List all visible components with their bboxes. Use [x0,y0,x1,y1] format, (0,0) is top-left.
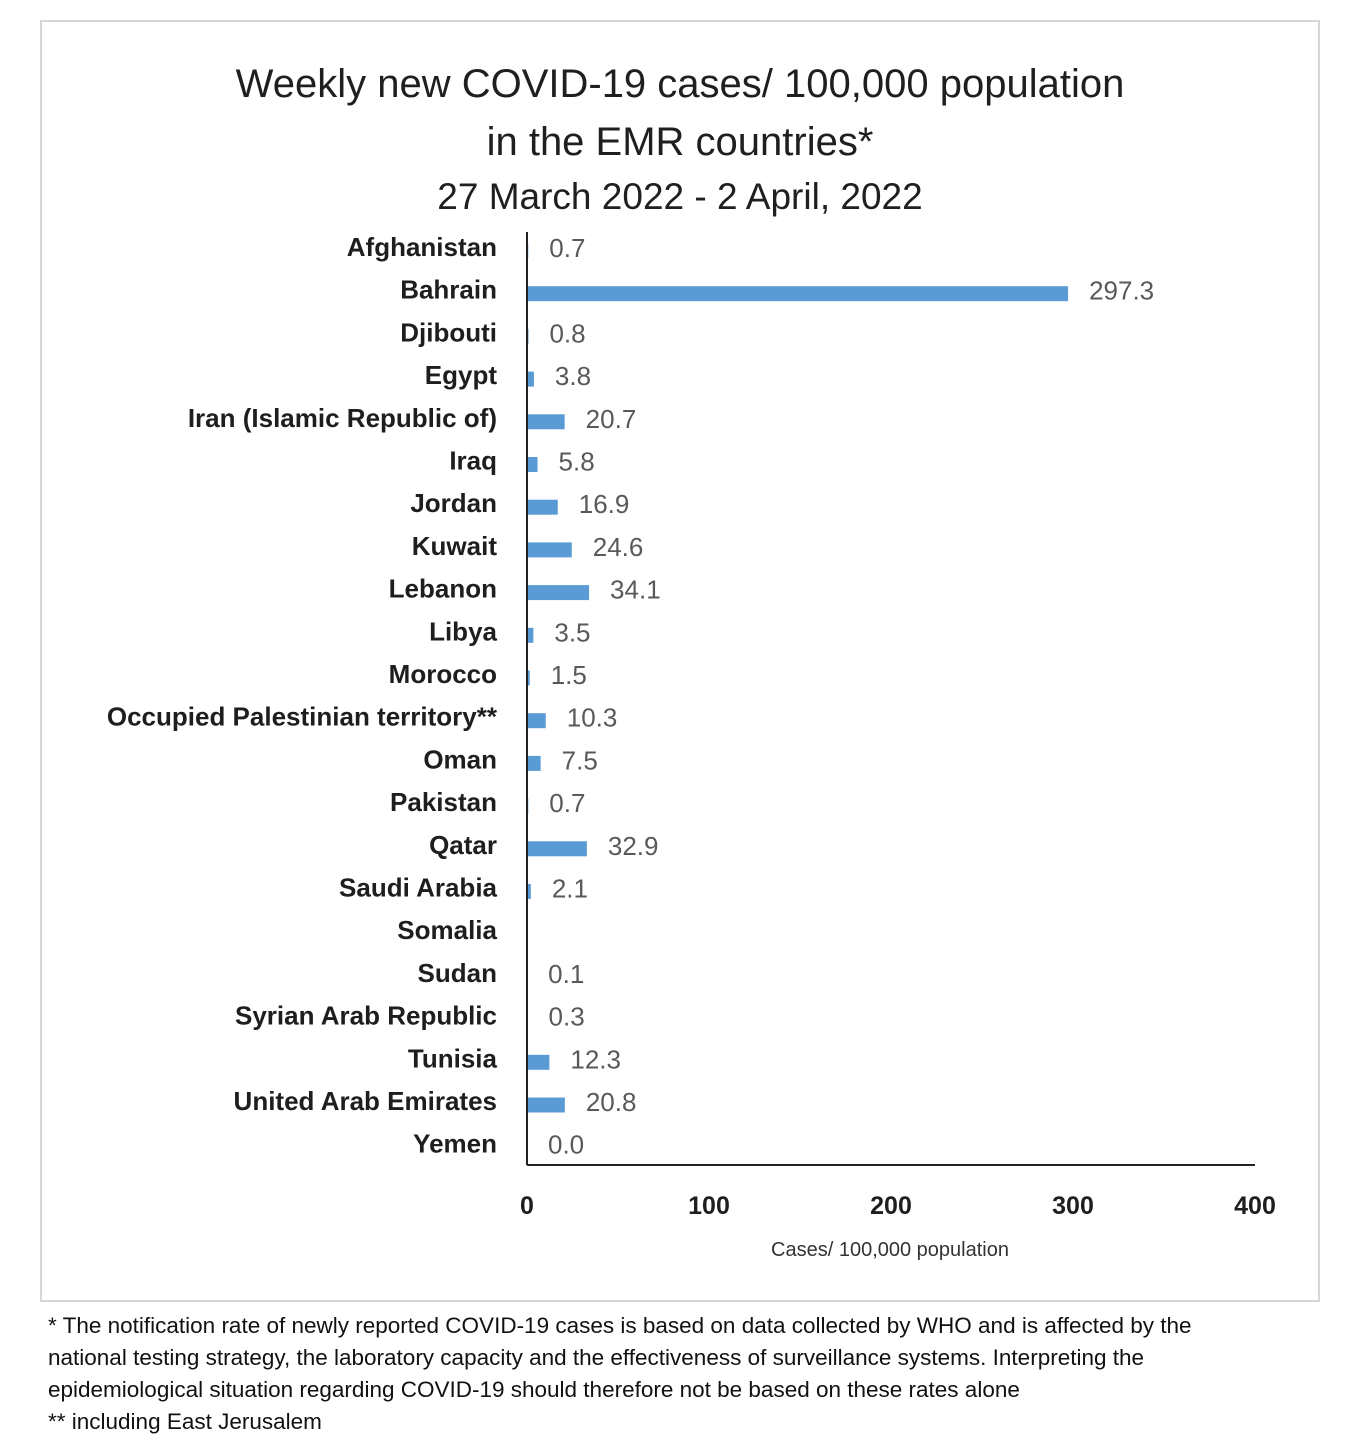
data-label: 3.5 [554,617,590,647]
category-label: Yemen [413,1129,497,1159]
chart-title: Weekly new COVID-19 cases/ 100,000 popul… [235,62,1125,106]
x-tick-label: 100 [688,1192,730,1220]
bar [527,841,587,857]
category-label: Qatar [429,830,497,860]
category-label: Syrian Arab Republic [235,1001,497,1031]
bar [527,1054,550,1070]
category-label: Egypt [425,360,498,390]
footnote-line: * The notification rate of newly reporte… [48,1313,1192,1338]
data-label: 2.1 [552,874,588,904]
data-label: 34.1 [610,575,661,605]
data-label: 1.5 [551,660,587,690]
data-label: 3.8 [555,361,591,391]
bar-chart-plot: Afghanistan 0.7 Bahrain 297.3 Djibouti 0.8 Egy… [107,232,1276,1261]
data-label: 297.3 [1089,276,1154,306]
category-label: Somalia [397,915,497,945]
bar [527,457,538,472]
footnote-line: ** including East Jerusalem [48,1409,322,1434]
data-label: 0.7 [549,233,585,263]
x-tick-label: 300 [1052,1192,1094,1220]
category-label: Occupied Palestinian territory** [107,702,498,732]
x-tick-label: 200 [870,1192,912,1220]
bar [527,286,1069,302]
category-label: Oman [423,744,497,774]
data-label: 7.5 [562,745,598,775]
bar [527,585,590,601]
data-label: 5.8 [559,447,595,477]
category-label: Iraq [449,446,497,476]
data-label: 12.3 [570,1044,621,1074]
footnotes: * The notification rate of newly reporte… [48,1310,1338,1438]
chart-frame: Weekly new COVID-19 cases/ 100,000 popul… [40,20,1320,1302]
data-label: 0.0 [548,1130,584,1160]
data-label: 16.9 [579,489,630,519]
category-label: Jordan [410,488,497,518]
bar [527,371,534,387]
category-label: Kuwait [412,531,498,561]
category-label: Pakistan [390,787,497,817]
category-label: Saudi Arabia [339,873,498,903]
bar [527,1097,565,1113]
data-label: 24.6 [593,532,644,562]
bar [527,713,546,729]
category-label: Bahrain [400,275,497,305]
category-label: Sudan [418,958,497,988]
data-label: 0.3 [549,1002,585,1032]
bar [527,542,572,558]
bar [527,414,565,430]
data-label: 0.7 [549,788,585,818]
category-label: Tunisia [408,1043,498,1073]
category-label: Lebanon [389,574,497,604]
data-label: 32.9 [608,831,659,861]
category-label: Afghanistan [347,232,497,262]
category-label: United Arab Emirates [234,1086,497,1116]
data-label: 20.7 [586,404,637,434]
data-label: 10.3 [567,703,618,733]
category-label: Djibouti [400,317,497,347]
chart-subtitle: 27 March 2022 - 2 April, 2022 [437,176,923,217]
chart-title-line-2: in the EMR countries* [486,120,874,164]
x-tick-label: 0 [520,1192,534,1220]
x-tick-label: 400 [1234,1192,1276,1220]
category-label: Iran (Islamic Republic of) [188,403,497,433]
data-label: 0.1 [548,959,584,989]
bar [527,884,531,899]
x-axis-title: Cases/ 100,000 population [771,1239,1009,1261]
bar [527,670,530,686]
data-label: 20.8 [586,1087,637,1117]
category-label: Libya [429,616,497,646]
bar [527,755,541,771]
bar [527,627,534,643]
footnote-line: epidemiological situation regarding COVI… [48,1377,1020,1402]
footnote-line: national testing strategy, the laborator… [48,1345,1145,1370]
bar [527,499,558,515]
category-label: Morocco [389,659,497,689]
data-label: 0.8 [549,318,585,348]
